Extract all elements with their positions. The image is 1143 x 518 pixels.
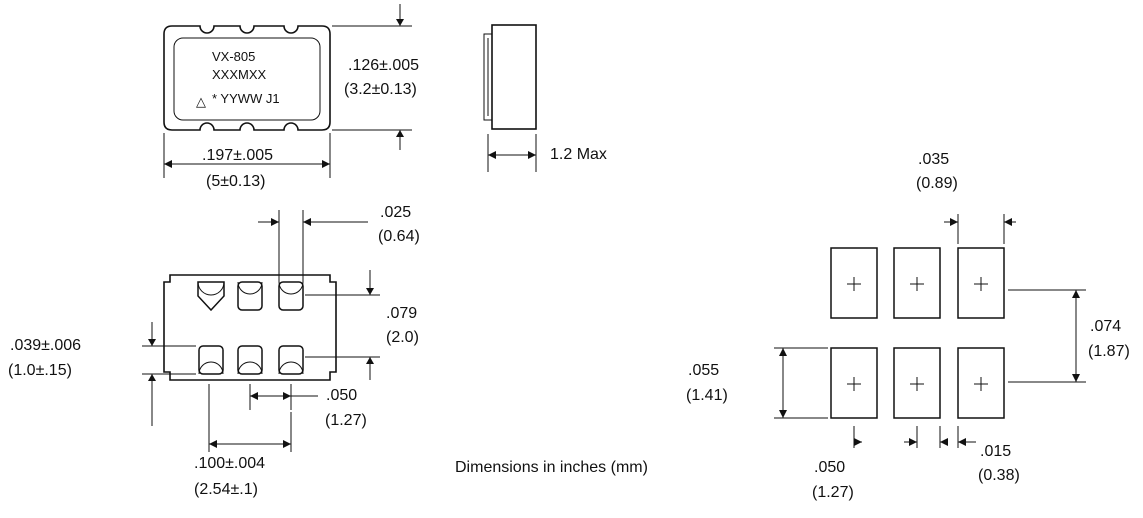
pad-width-mm: (0.64) xyxy=(378,228,420,245)
land-6 xyxy=(957,347,1005,419)
outer-pitch-inch: .100±.004 xyxy=(194,455,265,472)
top-height-mm: (3.2±0.13) xyxy=(344,81,417,98)
land-6-center-icon xyxy=(974,377,988,391)
top-height-inch: .126±.005 xyxy=(348,57,419,74)
pad-pitch-mm: (1.27) xyxy=(325,412,367,429)
col-pitch-mm: (1.27) xyxy=(812,484,854,501)
land-width-inch: .035 xyxy=(918,151,949,168)
bottom-pad-4 xyxy=(198,345,224,375)
dimensions-note: Dimensions in inches (mm) xyxy=(455,459,648,476)
bottom-pad-5 xyxy=(237,345,263,375)
top-width-mm: (5±0.13) xyxy=(206,173,265,190)
row-pitch-inch: .074 xyxy=(1090,318,1121,335)
row-pitch-mm: (1.87) xyxy=(1088,343,1130,360)
marking-line-2: XXXMXX xyxy=(212,67,267,82)
pad-row-span-inch: .079 xyxy=(386,305,417,322)
bottom-pad-6 xyxy=(278,345,304,375)
bottom-view: .025 (0.64) .079 (2.0) .039±.006 (1.0±.1… xyxy=(8,204,420,498)
outer-pitch-mm: (2.54±.1) xyxy=(194,481,258,498)
pad-pitch-inch: .050 xyxy=(326,387,357,404)
top-width-inch: .197±.005 xyxy=(202,147,273,164)
land-4-center-icon xyxy=(847,377,861,391)
pad-row-span-mm: (2.0) xyxy=(386,329,419,346)
gap-mm: (0.38) xyxy=(978,467,1020,484)
land-width-mm: (0.89) xyxy=(916,175,958,192)
top-view: VX-805 XXXMXX △ * YYWW J1 .126±.005 (3.2… xyxy=(163,4,419,190)
side-view-body xyxy=(491,24,537,130)
top-view-inner-border xyxy=(173,37,321,121)
side-view: 1.2 Max xyxy=(483,24,607,172)
land-length-mm: (1.41) xyxy=(686,387,728,404)
land-1-center-icon xyxy=(847,277,861,291)
side-max-height: 1.2 Max xyxy=(550,146,607,163)
col-pitch-inch: .050 xyxy=(814,459,845,476)
pin1-triangle-icon: △ xyxy=(196,94,206,109)
pad-length-inch: .039±.006 xyxy=(10,337,81,354)
land-2-center-icon xyxy=(910,277,924,291)
land-5-center-icon xyxy=(910,377,924,391)
side-view-lid xyxy=(483,33,493,121)
bottom-pad-2 xyxy=(237,281,263,311)
bottom-view-outline xyxy=(163,274,337,381)
land-3-center-icon xyxy=(974,277,988,291)
gap-inch: .015 xyxy=(980,443,1011,460)
bottom-pad-1 xyxy=(197,281,225,312)
pad-length-mm: (1.0±.15) xyxy=(8,362,72,379)
land-pattern: .035 (0.89) .074 (1.87) .055 (1.41) .050… xyxy=(686,151,1130,501)
pad-width-inch: .025 xyxy=(380,204,411,221)
marking-line-1: VX-805 xyxy=(212,49,255,64)
marking-line-3: * YYWW J1 xyxy=(212,91,280,106)
land-length-inch: .055 xyxy=(688,362,719,379)
bottom-pad-3 xyxy=(278,281,304,311)
top-view-outline xyxy=(163,25,331,131)
